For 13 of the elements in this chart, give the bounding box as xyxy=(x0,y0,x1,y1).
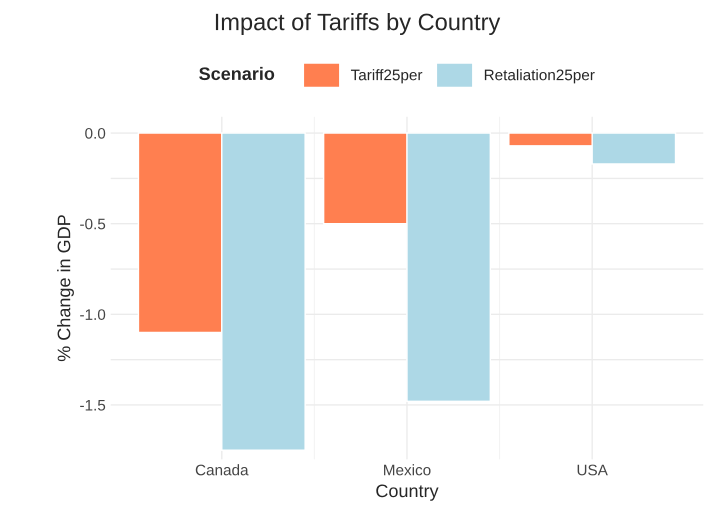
y-tick-label: -1.0 xyxy=(80,309,106,320)
y-axis-title: % Change in GDP xyxy=(57,215,74,362)
x-tick-label: USA xyxy=(578,464,608,476)
y-tick-label: -0.5 xyxy=(80,218,106,230)
x-tick-label: Canada xyxy=(196,464,249,476)
chart-title: Impact of Tariffs by Country xyxy=(216,12,500,35)
x-tick-label: Mexico xyxy=(384,464,431,476)
x-axis-title: Country xyxy=(376,484,439,501)
y-tick-label: -1.5 xyxy=(80,400,106,411)
legend-title: Scenario xyxy=(199,66,274,80)
legend-label: Retaliation25per xyxy=(484,69,595,84)
legend-label: Tariff25per xyxy=(350,69,422,84)
y-tick-label: 0.0 xyxy=(85,128,106,139)
